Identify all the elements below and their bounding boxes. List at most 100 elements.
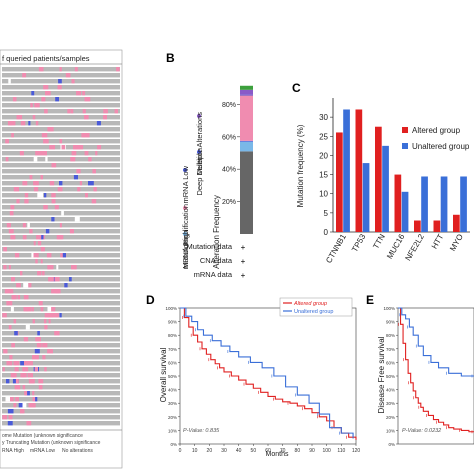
oncoprint-alteration <box>91 199 97 204</box>
oncoprint-alteration <box>9 289 14 294</box>
oncoprint-alteration <box>65 73 71 78</box>
oncoprint-alteration <box>29 229 33 234</box>
oncoprint-alteration <box>17 295 21 300</box>
oncoprint-alteration <box>22 235 27 240</box>
km-x-tick-label: 100 <box>322 448 331 454</box>
oncoprint-alteration <box>81 133 85 138</box>
oncoprint-alteration <box>32 403 35 408</box>
oncoprint-alteration <box>42 343 48 348</box>
oncoprint-alteration <box>28 403 32 408</box>
oncoprint-track <box>2 163 120 168</box>
oncoprint-alteration <box>54 163 57 168</box>
km-y-tick-label: 80% <box>386 333 395 338</box>
oncoprint-alteration <box>3 247 7 252</box>
oncoprint-alteration <box>7 409 14 414</box>
oncoprint-alteration <box>44 325 48 330</box>
oncoprint-alteration <box>70 157 76 162</box>
oncoprint-alteration <box>57 85 62 90</box>
panel-b-segment <box>240 85 253 90</box>
oncoprint-alteration <box>24 391 28 396</box>
oncoprint-alteration <box>9 121 13 126</box>
oncoprint-alteration <box>38 301 43 306</box>
oncoprint-alteration <box>22 373 27 378</box>
oncoprint-alteration <box>48 127 54 132</box>
oncoprint-track <box>2 307 120 312</box>
oncoprint-alteration <box>43 205 48 210</box>
panel-c-x-label: HTT <box>430 232 446 250</box>
oncoprint-alteration <box>88 157 92 162</box>
oncoprint-track <box>2 97 120 102</box>
oncoprint-alteration <box>33 253 39 258</box>
km-curve <box>180 307 354 439</box>
km-x-tick-label: 20 <box>207 448 213 454</box>
oncoprint-alteration <box>96 121 101 126</box>
oncoprint-track <box>2 373 120 378</box>
km-x-tick-label: 110 <box>337 448 345 454</box>
oncoprint-alteration <box>23 367 26 372</box>
panel-b-segment <box>240 141 253 152</box>
km-y-tick-label: 40% <box>386 388 395 393</box>
panel-c-bar <box>433 220 441 232</box>
oncoprint-track <box>2 169 120 174</box>
oncoprint-track <box>2 229 120 234</box>
oncoprint-alteration <box>23 337 29 342</box>
oncoprint-alteration <box>82 91 86 96</box>
oncoprint-alteration <box>74 67 78 72</box>
oncoprint-track <box>2 331 120 336</box>
oncoprint-track <box>2 115 120 120</box>
oncoprint-alteration <box>74 265 77 270</box>
oncoprint-alteration <box>41 133 48 138</box>
oncoprint-alteration <box>37 331 40 336</box>
oncoprint-alteration <box>61 145 66 150</box>
panel-c-bar <box>375 126 382 232</box>
panel-c-tick-label: 15 <box>319 171 328 180</box>
km-y-tick-label: 20% <box>168 415 177 420</box>
km-x-tick-label: 120 <box>352 448 361 454</box>
panel-c-x-label: NFE2L2 <box>403 232 426 262</box>
km-y-tick-label: 50% <box>386 374 395 379</box>
oncoprint-legend-1: ome Mutation (unknown significance <box>2 433 83 439</box>
oncoprint-alteration <box>33 157 38 162</box>
oncoprint-track <box>2 397 120 402</box>
panel-c-bar <box>401 191 409 232</box>
oncoprint-alteration <box>88 181 94 186</box>
km-y-tick-label: 60% <box>168 360 177 365</box>
oncoprint-alteration <box>84 97 91 102</box>
oncoprint-alteration <box>31 307 34 312</box>
oncoprint-alteration <box>32 115 36 120</box>
oncoprint-track <box>2 127 120 132</box>
legend-swatch-unaltered <box>402 143 408 149</box>
oncoprint-alteration <box>14 331 18 336</box>
oncoprint-alteration <box>30 373 33 378</box>
oncoprint-alteration <box>33 187 39 192</box>
oncoprint-alteration <box>84 151 89 156</box>
oncoprint-alteration <box>10 205 15 210</box>
oncoprint-alteration <box>76 91 82 96</box>
oncoprint-alteration <box>69 277 72 282</box>
oncoprint-alteration <box>6 379 10 384</box>
oncoprint-alteration <box>24 193 29 198</box>
panel-c-x-label: TP53 <box>350 232 368 254</box>
panel-d-xlabel: Months <box>266 451 289 458</box>
oncoprint-alteration <box>14 253 20 258</box>
panel-c-bar <box>460 176 467 232</box>
panel-c-tick-label: 25 <box>319 132 328 141</box>
oncoprint-alteration <box>38 379 44 384</box>
panel-b-legend-swatch <box>183 206 187 210</box>
panel-b-tick-label: 20% <box>222 199 236 206</box>
oncoprint-alteration <box>16 115 23 120</box>
km-y-tick-label: 0% <box>170 442 177 447</box>
oncoprint-alteration <box>36 235 42 240</box>
oncoprint-alteration <box>49 181 55 186</box>
panel-b-legend-label: Deep Deletion <box>195 148 204 196</box>
oncoprint-alteration <box>95 151 98 156</box>
km-x-tick-label: 50 <box>251 448 257 454</box>
km-y-tick-label: 30% <box>386 401 395 406</box>
oncoprint-alteration <box>45 91 51 96</box>
oncoprint-alteration <box>6 361 13 366</box>
oncoprint-alteration <box>22 73 27 78</box>
km-x-tick-label: 0 <box>179 448 182 454</box>
